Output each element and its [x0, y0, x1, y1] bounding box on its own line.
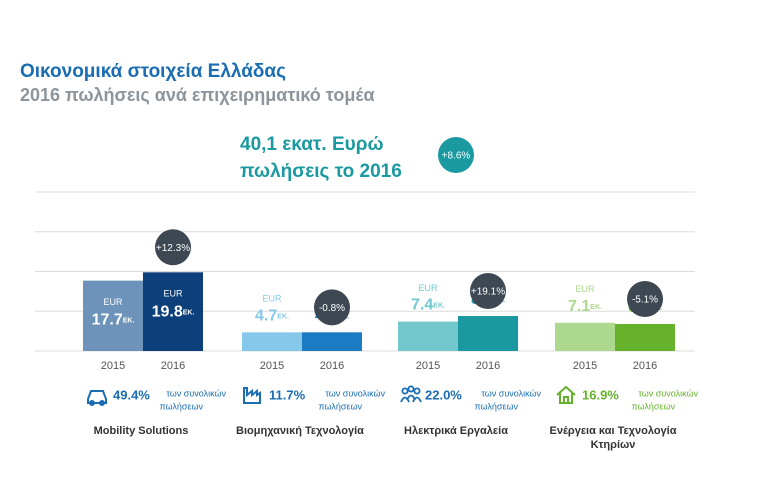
icon-house [556, 385, 576, 404]
value-label: 19.8ΕΚ. [152, 304, 195, 321]
total-change: +8.6% [442, 151, 471, 162]
category-label: 2015 [260, 360, 284, 372]
change-label: +19.1% [471, 287, 505, 298]
unit-prefix: EUR [575, 284, 595, 294]
share-text: πωλήσεων [159, 401, 203, 411]
change-label: -5.1% [632, 295, 658, 306]
category-label: 2016 [476, 360, 500, 372]
share-text: των συνολικών [638, 388, 698, 398]
value: 19.8 [152, 304, 183, 321]
change-badge [155, 229, 191, 266]
icon-part [87, 390, 107, 404]
share-text: των συνολικών [166, 388, 226, 398]
value: 4.7 [255, 308, 277, 325]
icon-part [400, 396, 410, 403]
subtitle: 2016 πωλήσεις ανά επιχειρηματικό τομέα [20, 85, 375, 105]
sector-name: Βιομηχανική Τεχνολογία [236, 425, 364, 437]
value-label: 17.7ΕΚ. [92, 312, 135, 329]
sector-name: Mobility Solutions [94, 425, 189, 437]
share-text: πωλήσεων [318, 401, 362, 411]
change-badge [314, 289, 350, 326]
unit-prefix: EUR [163, 289, 183, 299]
icon-car [87, 390, 107, 406]
unit-suffix: ΕΚ. [433, 302, 445, 309]
icon-part [89, 400, 95, 406]
bar [555, 322, 615, 351]
share-text: των συνολικών [481, 388, 541, 398]
icon-part [407, 385, 415, 393]
value: 7.4 [411, 297, 433, 314]
unit-prefix: EUR [262, 294, 282, 304]
sector-name: Ενέργεια και Τεχνολογία [549, 425, 676, 437]
share-value: 11.7% [269, 387, 306, 402]
category-label: 2015 [573, 360, 597, 372]
value: 17.7 [92, 312, 123, 329]
unit-suffix: ΕΚ. [183, 309, 195, 316]
value-label: 7.4ΕΚ. [411, 297, 445, 314]
share-text: πωλήσεων [474, 401, 518, 411]
icon-factory [243, 387, 261, 404]
share-text: των συνολικών [325, 388, 385, 398]
bar [615, 323, 675, 351]
bar [302, 332, 362, 351]
share-value: 22.0% [425, 387, 462, 402]
change-label: +12.3% [156, 243, 190, 254]
share-value: 16.9% [582, 387, 619, 402]
share-text: πωλήσεων [631, 401, 675, 411]
bar [83, 280, 143, 351]
bar [398, 321, 458, 351]
unit-suffix: ΕΚ. [590, 304, 602, 311]
category-label: 2015 [416, 360, 440, 372]
unit-suffix: ΕΚ. [123, 317, 135, 324]
change-badge [627, 280, 663, 317]
value-label: 4.7ΕΚ. [255, 308, 289, 325]
unit-prefix: EUR [418, 283, 438, 293]
unit-suffix: ΕΚ. [277, 313, 289, 320]
value: 7.1 [568, 298, 590, 315]
bar [143, 272, 203, 351]
change-label: -0.8% [319, 303, 345, 314]
title: Οικονομικά στοιχεία Ελλάδας [20, 61, 286, 82]
category-label: 2016 [161, 360, 185, 372]
bar [458, 316, 518, 351]
category-label: 2016 [633, 360, 657, 372]
unit-prefix: EUR [103, 297, 123, 307]
headline: πωλήσεις το 2016 [240, 161, 402, 182]
change-badge [470, 273, 506, 310]
share-value: 49.4% [113, 387, 150, 402]
sector-name: Κτηρίων [591, 439, 636, 451]
icon-part [243, 387, 261, 404]
icon-part [413, 387, 421, 395]
category-label: 2015 [101, 360, 125, 372]
icon-part [99, 400, 105, 406]
icon-part [401, 387, 409, 395]
change-badge [438, 137, 474, 173]
icon-part [556, 385, 576, 404]
icon-people [400, 385, 422, 403]
headline: 40,1 εκατ. Ευρώ [240, 134, 384, 155]
category-label: 2016 [320, 360, 344, 372]
sector-name: Ηλεκτρικά Εργαλεία [404, 425, 508, 437]
bar [242, 332, 302, 351]
value-label: 7.1ΕΚ. [568, 298, 602, 315]
icon-part [412, 396, 422, 403]
